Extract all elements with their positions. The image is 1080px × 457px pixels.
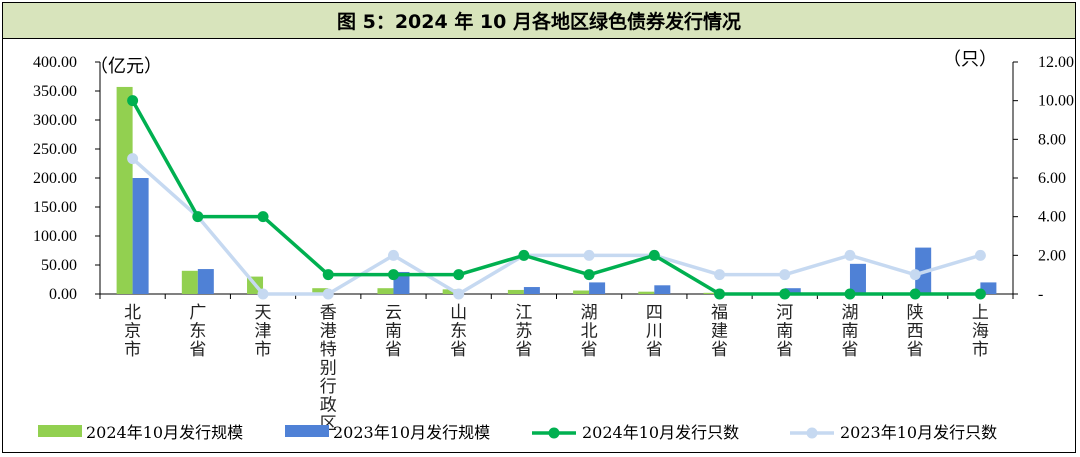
point-2023-count bbox=[909, 269, 921, 281]
x-category-label: 山东省 bbox=[450, 303, 467, 360]
point-2023-count bbox=[322, 288, 334, 300]
chart-title: 图 5：2024 年 10 月各地区绿色债券发行情况 bbox=[336, 11, 741, 33]
bar-2024-scale bbox=[638, 291, 655, 294]
left-tick-label: 150.00 bbox=[33, 199, 77, 216]
bar-2024-scale bbox=[181, 270, 198, 294]
point-2024-count bbox=[779, 288, 791, 300]
legend-label: 2023年10月发行只数 bbox=[840, 423, 997, 442]
left-tick-label: 400.00 bbox=[33, 54, 77, 71]
bar-2023-scale bbox=[849, 263, 866, 294]
legend-label: 2024年10月发行规模 bbox=[86, 423, 243, 442]
bar-2024-scale bbox=[703, 292, 720, 294]
x-category-label: 福建省 bbox=[711, 303, 728, 360]
left-tick-label: 350.00 bbox=[33, 83, 77, 100]
left-tick-label: 250.00 bbox=[33, 141, 77, 158]
legend-marker bbox=[806, 427, 818, 439]
point-2024-count bbox=[192, 211, 204, 223]
bar-2024-scale bbox=[312, 288, 329, 294]
line-2024-count bbox=[131, 99, 981, 296]
x-category-label: 陕西省 bbox=[907, 303, 924, 360]
legend-label: 2023年10月发行规模 bbox=[333, 423, 490, 442]
point-2023-count bbox=[257, 288, 269, 300]
point-2023-count bbox=[974, 249, 986, 261]
x-category-label: 河南省 bbox=[776, 303, 793, 360]
bar-2024-scale bbox=[116, 86, 133, 294]
right-tick-label: - bbox=[1038, 286, 1043, 303]
x-category-label: 北京市 bbox=[124, 303, 141, 360]
point-2023-count bbox=[844, 249, 856, 261]
bar-2023-scale bbox=[197, 269, 214, 294]
bar-2023-scale bbox=[523, 287, 540, 294]
left-tick-label: 300.00 bbox=[33, 112, 77, 129]
right-tick-label: 8.00 bbox=[1038, 131, 1066, 148]
right-axis-unit: （只） bbox=[943, 49, 997, 70]
point-2024-count bbox=[257, 211, 269, 223]
point-2023-count bbox=[779, 269, 791, 281]
bar-2024-scale bbox=[573, 290, 590, 294]
right-tick-label: 10.00 bbox=[1038, 93, 1074, 110]
x-category-label: 广东省 bbox=[189, 303, 206, 360]
point-2024-count bbox=[714, 288, 726, 300]
point-2024-count bbox=[648, 249, 660, 261]
point-2024-count bbox=[909, 288, 921, 300]
bar-2023-scale bbox=[132, 178, 149, 294]
point-2024-count bbox=[322, 269, 334, 281]
x-category-label: 云南省 bbox=[385, 303, 402, 360]
bar-2023-scale bbox=[784, 288, 801, 294]
point-2023-count bbox=[387, 249, 399, 261]
left-tick-label: 100.00 bbox=[33, 228, 77, 245]
x-category-label: 天津市 bbox=[255, 303, 272, 360]
point-2024-count bbox=[387, 269, 399, 281]
x-category-label: 湖北省 bbox=[581, 303, 598, 360]
right-tick-label: 4.00 bbox=[1038, 209, 1066, 226]
bar-2023-scale bbox=[654, 285, 671, 294]
bar-2024-scale bbox=[442, 289, 459, 294]
left-tick-label: 200.00 bbox=[33, 170, 77, 187]
x-category-label: 江苏省 bbox=[515, 303, 532, 360]
right-tick-label: 6.00 bbox=[1038, 170, 1066, 187]
point-2024-count bbox=[453, 269, 465, 281]
x-category-label: 上海市 bbox=[972, 303, 989, 360]
bar-2023-scale bbox=[980, 282, 997, 294]
line-2023-count bbox=[131, 157, 981, 296]
title-bar: 图 5：2024 年 10 月各地区绿色债券发行情况 bbox=[3, 3, 1075, 39]
point-2023-count bbox=[127, 153, 139, 165]
legend-marker bbox=[548, 427, 560, 439]
point-2024-count bbox=[844, 288, 856, 300]
bar-2023-scale bbox=[589, 282, 606, 294]
point-2023-count bbox=[714, 269, 726, 281]
point-2024-count bbox=[583, 269, 595, 281]
legend-label: 2024年10月发行只数 bbox=[582, 423, 739, 442]
left-axis-unit: （亿元） bbox=[90, 56, 162, 77]
x-category-label: 四川省 bbox=[646, 303, 663, 360]
right-tick-label: 12.00 bbox=[1038, 54, 1074, 71]
x-category-label: 香港特别行政区 bbox=[320, 303, 337, 434]
left-tick-label: 50.00 bbox=[41, 257, 77, 274]
bar-2024-scale bbox=[507, 289, 524, 294]
point-2024-count bbox=[974, 288, 986, 300]
legend-swatch bbox=[285, 425, 329, 437]
left-tick-label: 0.00 bbox=[49, 286, 77, 303]
bar-2024-scale bbox=[377, 288, 394, 294]
point-2023-count bbox=[453, 288, 465, 300]
legend-swatch bbox=[38, 425, 82, 437]
x-category-label: 湖南省 bbox=[841, 303, 858, 360]
point-2024-count bbox=[127, 95, 139, 107]
right-tick-label: 2.00 bbox=[1038, 247, 1066, 264]
point-2024-count bbox=[518, 249, 530, 261]
point-2023-count bbox=[583, 249, 595, 261]
